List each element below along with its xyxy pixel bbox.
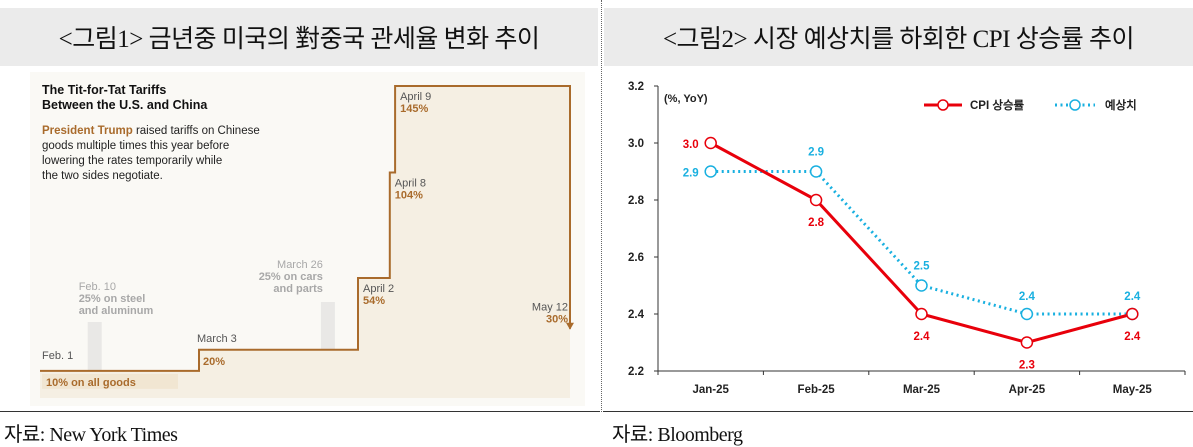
x-tick-label: Jan-25: [692, 384, 729, 396]
y-tick-label: 2.8: [628, 195, 645, 207]
x-tick-label: Apr-25: [1009, 384, 1046, 396]
cpi-data-label: 2.8: [808, 217, 825, 229]
step-date-label: April 2: [363, 283, 394, 295]
y-tick-label: 2.6: [628, 252, 644, 264]
tariff-desc-line3: lowering the rates temporarily while: [42, 155, 222, 167]
cpi-line-chart: 2.2 2.4 2.6 2.8 3.0 3.2 Jan-25 Feb-25 Mar-25 Apr-…: [610, 74, 1190, 408]
step-date-label: April 8: [395, 178, 426, 190]
tariff-heading-line1: The Tit-for-Tat Tariffs: [42, 83, 166, 97]
forecast-series-line: [710, 170, 1133, 316]
step-date-label: April 9: [400, 91, 431, 103]
legend-forecast-marker: [1069, 99, 1081, 111]
y-tick-label: 3.2: [628, 81, 644, 93]
cpi-data-label: 2.4: [914, 331, 931, 343]
tariff-desc-line4: the two sides negotiate.: [42, 170, 163, 182]
tariff-arrow-head: [566, 322, 574, 330]
forecast-data-label: 2.4: [1124, 291, 1141, 303]
forecast-point: [915, 279, 928, 292]
right-figure-title: <그림2> 시장 예상치를 하회한 CPI 상승률 추이: [604, 8, 1193, 66]
right-bottom-rule: [603, 411, 1193, 412]
forecast-point: [1020, 307, 1034, 321]
event-rate-label: 25% on steel: [79, 293, 146, 305]
cpi-data-label: 3.0: [683, 139, 699, 151]
panel-divider: [601, 0, 602, 412]
step-date-label: May 12: [532, 302, 568, 314]
legend-cpi-label: CPI 상승률: [970, 98, 1025, 112]
cpi-data-label: 2.3: [1019, 360, 1035, 372]
step-rate-highlight: [42, 373, 178, 389]
tariff-step-chart: The Tit-for-Tat Tariffs Between the U.S.…: [30, 72, 585, 406]
event-rate-label: and aluminum: [79, 305, 154, 317]
left-source-note: 자료: New York Times: [4, 424, 178, 446]
step-rate-label: 145%: [400, 103, 428, 115]
tariff-desc-line2: goods multiple times this year before: [42, 140, 229, 152]
step-date-label: Feb. 1: [42, 350, 73, 362]
cpi-point: [704, 136, 717, 150]
event-date-label: March 26: [277, 259, 323, 271]
forecast-point: [704, 165, 717, 178]
tariff-heading-line2: Between the U.S. and China: [42, 98, 208, 112]
tariff-desc-line1: President Trump raised tariffs on Chines…: [42, 125, 260, 137]
y-tick-label: 2.4: [628, 309, 645, 321]
step-date-label: March 3: [197, 333, 237, 345]
cpi-point: [809, 193, 823, 207]
x-tick-label: Feb-25: [798, 384, 836, 396]
left-figure-title: <그림1> 금년중 미국의 對중국 관세율 변화 추이: [0, 8, 598, 66]
forecast-data-label: 2.9: [683, 168, 699, 180]
step-rate-label: 104%: [395, 190, 423, 202]
legend-cpi-marker: [937, 99, 949, 111]
tariff-desc-line1-rest: raised tariffs on Chinese: [133, 125, 260, 137]
event-rate-label: 25% on cars: [259, 271, 323, 283]
forecast-data-label: 2.5: [914, 261, 931, 273]
forecast-point: [809, 165, 823, 178]
x-tick-label: May-25: [1113, 384, 1153, 396]
event-rate-label: and parts: [273, 283, 323, 295]
tariff-desc-highlight: President Trump: [42, 125, 133, 137]
y-tick-label: 3.0: [628, 138, 644, 150]
cpi-data-label: 2.4: [1124, 331, 1141, 343]
event-shade-bar: [87, 322, 102, 384]
legend-forecast-label: 예상치: [1105, 98, 1137, 112]
cpi-point: [1020, 336, 1034, 349]
step-rate-label: 20%: [203, 356, 225, 368]
tariff-area-fill: [40, 86, 570, 398]
forecast-data-label: 2.9: [808, 147, 824, 159]
right-source-note: 자료: Bloomberg: [612, 424, 743, 446]
event-date-label: Feb. 10: [79, 281, 116, 293]
cpi-point: [915, 307, 928, 321]
y-tick-label: 2.2: [628, 366, 644, 378]
step-rate-label: 54%: [363, 295, 385, 307]
unit-label: (%, YoY): [664, 93, 708, 105]
cpi-point: [1126, 307, 1139, 321]
forecast-data-label: 2.4: [1019, 291, 1036, 303]
tariff-step-line: [40, 85, 571, 372]
left-bottom-rule: [0, 411, 600, 412]
x-tick-label: Mar-25: [903, 384, 941, 396]
step-rate-label: 30%: [546, 314, 568, 326]
step-rate-label: 10% on all goods: [46, 377, 136, 389]
